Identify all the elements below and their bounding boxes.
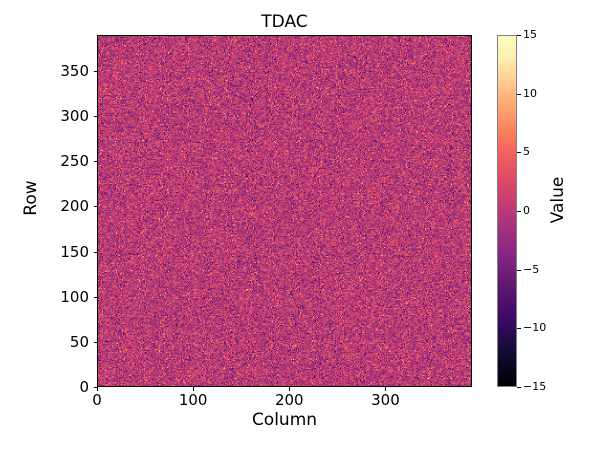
x-tick-mark [193, 387, 195, 391]
colorbar-tick-mark [517, 93, 521, 95]
y-tick-label: 200 [60, 197, 89, 216]
colorbar-tick-label: −10 [523, 321, 547, 335]
y-tick-label: 150 [60, 242, 89, 261]
colorbar[interactable] [497, 35, 517, 387]
x-axis-label: Column [251, 410, 318, 430]
colorbar-tick-mark [517, 152, 521, 154]
colorbar-tick-label: −5 [523, 262, 540, 276]
y-tick-label: 300 [60, 107, 89, 126]
colorbar-tick-mark [517, 211, 521, 212]
y-tick-mark [93, 387, 97, 388]
y-tick-label: 350 [60, 62, 89, 81]
colorbar-tick-mark [517, 328, 521, 330]
heatmap-plot-area[interactable] [97, 35, 472, 387]
colorbar-tick-label: 10 [523, 86, 537, 100]
colorbar-tick-mark [517, 269, 521, 271]
y-tick-label: 50 [69, 332, 89, 351]
y-tick-mark [93, 71, 97, 73]
colorbar-tick-mark [517, 35, 521, 36]
heatmap-image [98, 36, 471, 386]
y-tick-mark [93, 296, 97, 298]
x-tick-label: 200 [274, 391, 304, 409]
y-tick-label: 250 [60, 152, 89, 171]
colorbar-tick-mark [517, 387, 521, 388]
y-tick-mark [93, 251, 97, 253]
y-tick-mark [93, 116, 97, 118]
y-tick-mark [93, 341, 97, 343]
x-tick-label: 100 [178, 391, 208, 409]
colorbar-label: Value [548, 176, 568, 224]
y-tick-mark [93, 206, 97, 208]
colorbar-tick-label: 5 [523, 145, 530, 159]
x-tick-label: 0 [92, 391, 102, 409]
colorbar-tick-label: −15 [523, 380, 547, 393]
colorbar-gradient [498, 36, 516, 386]
x-tick-label: 300 [371, 391, 400, 409]
y-tick-label: 100 [60, 287, 89, 306]
x-tick-mark [97, 387, 98, 391]
colorbar-tick-label: 0 [523, 204, 530, 217]
y-tick-label: 0 [79, 378, 89, 396]
colorbar-tick-label: 15 [523, 28, 537, 41]
x-tick-mark [289, 387, 291, 391]
page-title: TDAC [261, 12, 308, 32]
y-tick-mark [93, 161, 97, 163]
x-tick-mark [385, 387, 387, 391]
